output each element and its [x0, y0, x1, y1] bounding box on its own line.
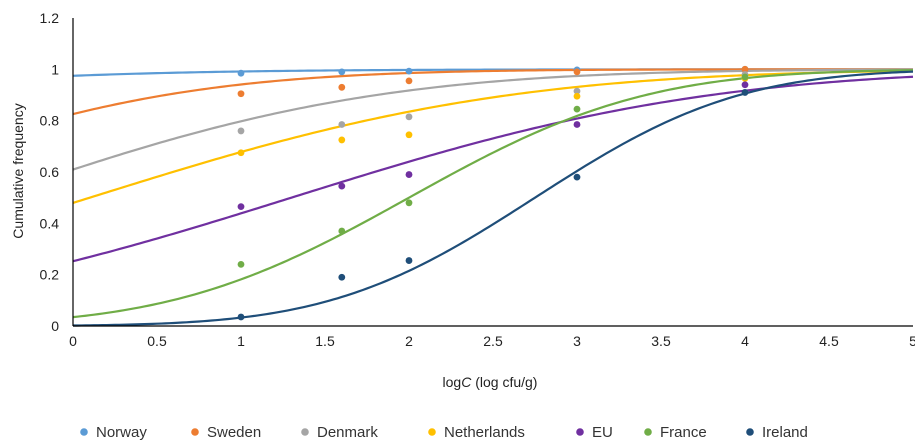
legend-marker: [301, 428, 309, 436]
y-tick-label: 0.6: [40, 164, 60, 180]
data-point-ireland: [338, 273, 346, 281]
legend-item-norway: Norway: [80, 424, 147, 441]
x-tick-labels: 0 0.5 1 1.5 2 2.5 3 3.5 4 4.5 5: [69, 333, 915, 349]
fit-lines: [72, 68, 914, 327]
legend-label: Denmark: [317, 424, 378, 441]
legend-marker: [746, 428, 754, 436]
data-point-eu: [741, 81, 749, 89]
x-tick-label: 5: [909, 333, 915, 349]
legend-marker: [576, 428, 584, 436]
y-tick-label: 0: [51, 318, 59, 334]
data-points: [237, 65, 749, 321]
y-tick-label: 0.2: [40, 267, 60, 283]
fit-line-ireland: [72, 70, 914, 327]
data-point-france: [338, 227, 346, 235]
fit-line-netherlands: [72, 69, 914, 204]
data-point-denmark: [237, 127, 245, 135]
plot-area: [72, 18, 914, 327]
data-point-france: [405, 199, 413, 207]
data-point-norway: [237, 69, 245, 77]
x-tick-label: 2.5: [483, 333, 503, 349]
data-point-sweden: [405, 77, 413, 85]
y-tick-label: 1: [51, 61, 59, 77]
legend-label: Netherlands: [444, 424, 525, 441]
y-tick-labels: 0 0.2 0.4 0.6 0.8 1 1.2: [40, 10, 60, 334]
data-point-netherlands: [405, 131, 413, 139]
data-point-denmark: [573, 87, 581, 95]
data-point-eu: [405, 171, 413, 178]
data-point-netherlands: [237, 149, 245, 157]
x-tick-label: 0: [69, 333, 77, 349]
data-point-france: [741, 73, 749, 81]
y-tick-label: 1.2: [40, 10, 60, 26]
legend-marker: [80, 428, 88, 436]
fit-line-denmark: [72, 68, 914, 171]
data-point-eu: [338, 182, 346, 190]
legend-marker: [644, 428, 652, 436]
legend-label: EU: [592, 424, 613, 441]
x-tick-label: 4.5: [819, 333, 839, 349]
data-point-eu: [237, 203, 245, 211]
data-point-france: [573, 105, 581, 113]
data-point-norway: [338, 68, 346, 76]
fit-line-eu: [72, 75, 914, 263]
x-tick-label: 1: [237, 333, 245, 349]
x-tick-label: 4: [741, 333, 749, 349]
y-tick-label: 0.8: [40, 113, 60, 129]
y-tick-label: 0.4: [40, 215, 60, 231]
legend-item-ireland: Ireland: [746, 424, 808, 441]
legend-marker: [191, 428, 199, 436]
y-axis-label: Cumulative frequency: [10, 103, 26, 238]
data-point-ireland: [405, 257, 413, 264]
data-point-netherlands: [573, 92, 581, 100]
data-point-denmark: [338, 121, 346, 128]
data-point-sweden: [741, 65, 749, 73]
x-tick-label: 1.5: [315, 333, 335, 349]
data-point-denmark: [405, 113, 413, 121]
legend: Norway Sweden Denmark Netherlands EU France Ir…: [80, 424, 808, 441]
x-tick-label: 2: [405, 333, 413, 349]
fit-line-france: [72, 69, 914, 319]
data-point-sweden: [237, 90, 245, 98]
data-point-sweden: [573, 68, 581, 76]
data-point-france: [237, 261, 245, 268]
legend-label: Sweden: [207, 424, 261, 441]
legend-item-netherlands: Netherlands: [428, 424, 525, 441]
data-point-eu: [573, 121, 581, 128]
x-axis-label: logC (log cfu/g): [443, 374, 538, 390]
legend-item-denmark: Denmark: [301, 424, 378, 441]
legend-item-eu: EU: [576, 424, 613, 441]
data-point-sweden: [338, 83, 346, 91]
fit-line-sweden: [72, 68, 913, 116]
data-point-netherlands: [338, 136, 346, 144]
legend-label: Ireland: [762, 424, 808, 441]
legend-marker: [428, 428, 436, 436]
data-point-ireland: [237, 313, 245, 321]
data-point-ireland: [741, 89, 749, 96]
data-point-norway: [405, 67, 413, 75]
x-tick-label: 3: [573, 333, 581, 349]
data-point-ireland: [573, 173, 581, 181]
x-tick-label: 3.5: [651, 333, 671, 349]
x-tick-label: 0.5: [147, 333, 167, 349]
legend-item-sweden: Sweden: [191, 424, 261, 441]
legend-label: France: [660, 424, 707, 441]
legend-label: Norway: [96, 424, 147, 441]
legend-item-france: France: [644, 424, 707, 441]
